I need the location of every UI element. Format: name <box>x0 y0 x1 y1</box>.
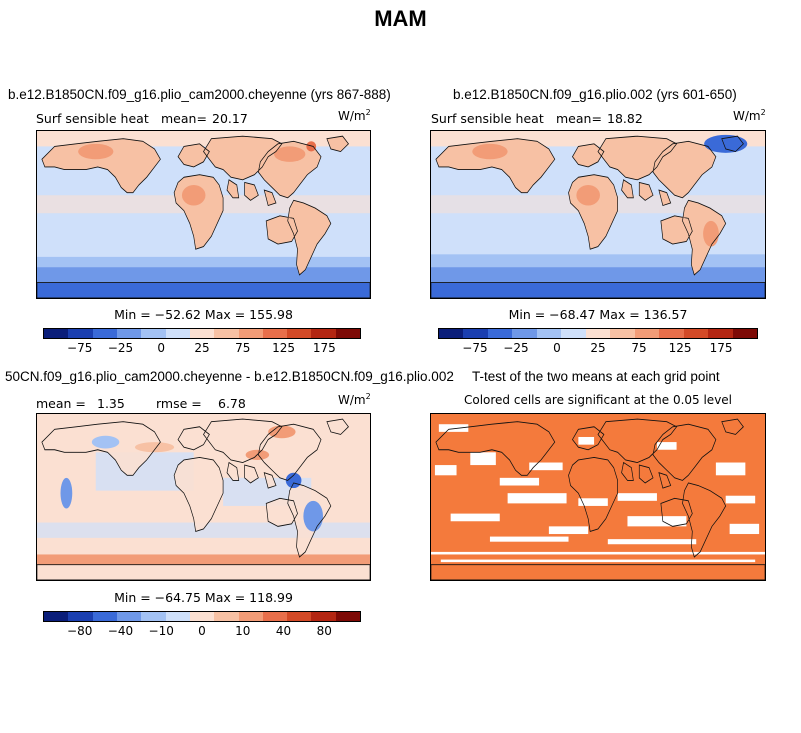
panel-bl-mean-label: mean = <box>36 396 86 411</box>
heatmap-tl <box>37 131 370 298</box>
colorbar-swatch <box>634 329 660 338</box>
colorbar-tick-label: 10 <box>235 624 251 638</box>
map-panel-bl <box>36 413 371 581</box>
panel-tr-title: b.e12.B1850CN.f09_g16.plio.002 (yrs 601-… <box>453 87 737 102</box>
panel-tr-units: W/m2 <box>733 108 766 123</box>
colorbar-tick-label: 0 <box>198 624 206 638</box>
colorbar-swatch <box>68 612 93 621</box>
colorbar-tick-label: 80 <box>316 624 332 638</box>
panel-tl-var-label: Surf sensible heat <box>36 111 149 126</box>
colorbar-swatch <box>238 329 263 338</box>
page-title: MAM <box>374 6 427 31</box>
colorbar-swatch <box>238 612 263 621</box>
colorbar-swatch <box>44 329 69 338</box>
colorbar-swatch <box>463 329 488 338</box>
colorbar-swatch <box>116 329 142 338</box>
colorbar-tr <box>438 328 758 339</box>
colorbar-tick-label: 175 <box>312 341 336 355</box>
colorbar-swatch <box>116 612 142 621</box>
panel-tl-units: W/m2 <box>338 108 371 123</box>
colorbar-swatch <box>487 329 513 338</box>
colorbar-swatch <box>683 329 709 338</box>
colorbar-swatch <box>214 329 239 338</box>
panel-bl-rmse-value: 6.78 <box>218 396 246 411</box>
colorbar-tick-label: 25 <box>590 341 606 355</box>
colorbar-swatch <box>732 329 758 338</box>
colorbar-tick-label: −10 <box>148 624 174 638</box>
colorbar-swatch <box>311 612 336 621</box>
panel-tl-mean-label: mean= <box>161 111 207 126</box>
colorbar-tick-label: −25 <box>107 341 134 355</box>
panel-tr-mean-label: mean= <box>556 111 602 126</box>
map-panel-tl <box>36 130 371 299</box>
colorbar-tick-label: 125 <box>272 341 295 355</box>
panel-tr-minmax: Min = −68.47 Max = 136.57 <box>508 307 688 322</box>
colorbar-tick-label: 0 <box>157 341 166 355</box>
panel-bl-title: 50CN.f09_g16.plio_cam2000.cheyenne - b.e… <box>5 369 454 384</box>
colorbar-swatch <box>708 329 733 338</box>
colorbar-tick-label: 25 <box>194 341 210 355</box>
panel-br-subtitle: Colored cells are significant at the 0.0… <box>463 393 733 407</box>
colorbar-bl <box>43 611 361 622</box>
colorbar-swatch <box>141 612 166 621</box>
colorbar-swatch <box>335 612 361 621</box>
colorbar-tick-label: 175 <box>709 341 733 355</box>
colorbar-tick-label: −25 <box>503 341 529 355</box>
colorbar-tick-label: 75 <box>631 341 647 355</box>
colorbar-swatch <box>189 612 215 621</box>
colorbar-tick-label: 125 <box>668 341 692 355</box>
panel-tl-mean-value: 20.17 <box>212 111 248 126</box>
panel-bl-minmax: Min = −64.75 Max = 118.99 <box>114 590 293 605</box>
panel-tr-mean-value: 18.82 <box>607 111 643 126</box>
colorbar-swatch <box>585 329 611 338</box>
colorbar-tick-label: 75 <box>235 341 251 355</box>
colorbar-swatch <box>335 329 361 338</box>
colorbar-swatch <box>189 329 215 338</box>
panel-bl-rmse-label: rmse = <box>156 396 202 411</box>
colorbar-swatch <box>311 329 336 338</box>
colorbar-swatch <box>141 329 166 338</box>
colorbar-swatch <box>610 329 635 338</box>
colorbar-swatch <box>68 329 93 338</box>
colorbar-tl <box>43 328 361 339</box>
colorbar-swatch <box>536 329 562 338</box>
colorbar-swatch <box>165 329 190 338</box>
heatmap-bl <box>37 414 370 580</box>
map-panel-br <box>430 413 766 581</box>
colorbar-swatch <box>214 612 239 621</box>
colorbar-swatch <box>512 329 537 338</box>
colorbar-swatch <box>439 329 464 338</box>
map-panel-tr <box>430 130 766 299</box>
panel-br-title: T-test of the two means at each grid poi… <box>472 369 720 384</box>
colorbar-tick-label: 40 <box>275 624 292 638</box>
colorbar-swatch <box>561 329 586 338</box>
colorbar-swatch <box>92 612 117 621</box>
colorbar-tick-label: −75 <box>462 341 488 355</box>
panel-tl-minmax: Min = −52.62 Max = 155.98 <box>114 307 293 322</box>
panel-bl-mean-value: 1.35 <box>97 396 125 411</box>
colorbar-tick-label: −80 <box>67 624 93 638</box>
colorbar-swatch <box>92 329 117 338</box>
colorbar-swatch <box>44 612 69 621</box>
colorbar-swatch <box>287 329 312 338</box>
colorbar-tick-label: −75 <box>67 341 93 355</box>
panel-bl-units: W/m2 <box>338 392 371 407</box>
colorbar-tick-label: −40 <box>107 624 134 638</box>
colorbar-swatch <box>165 612 190 621</box>
colorbar-swatch <box>262 329 288 338</box>
panel-tl-title: b.e12.B1850CN.f09_g16.plio_cam2000.cheye… <box>8 87 391 102</box>
colorbar-swatch <box>659 329 684 338</box>
colorbar-swatch <box>287 612 312 621</box>
panel-tr-var-label: Surf sensible heat <box>431 111 544 126</box>
colorbar-tick-label: 0 <box>553 341 561 355</box>
heatmap-tr <box>431 131 765 298</box>
significance-map-br <box>431 414 765 580</box>
colorbar-swatch <box>262 612 288 621</box>
